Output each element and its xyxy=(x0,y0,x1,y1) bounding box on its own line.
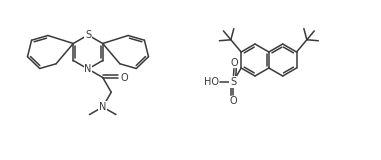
Text: N: N xyxy=(84,64,92,74)
Text: O: O xyxy=(230,58,238,68)
Text: S: S xyxy=(85,30,91,40)
Text: O: O xyxy=(229,96,237,106)
Text: O: O xyxy=(120,72,128,83)
Text: S: S xyxy=(230,77,236,87)
Text: N: N xyxy=(99,102,106,112)
Text: HO: HO xyxy=(203,77,219,87)
